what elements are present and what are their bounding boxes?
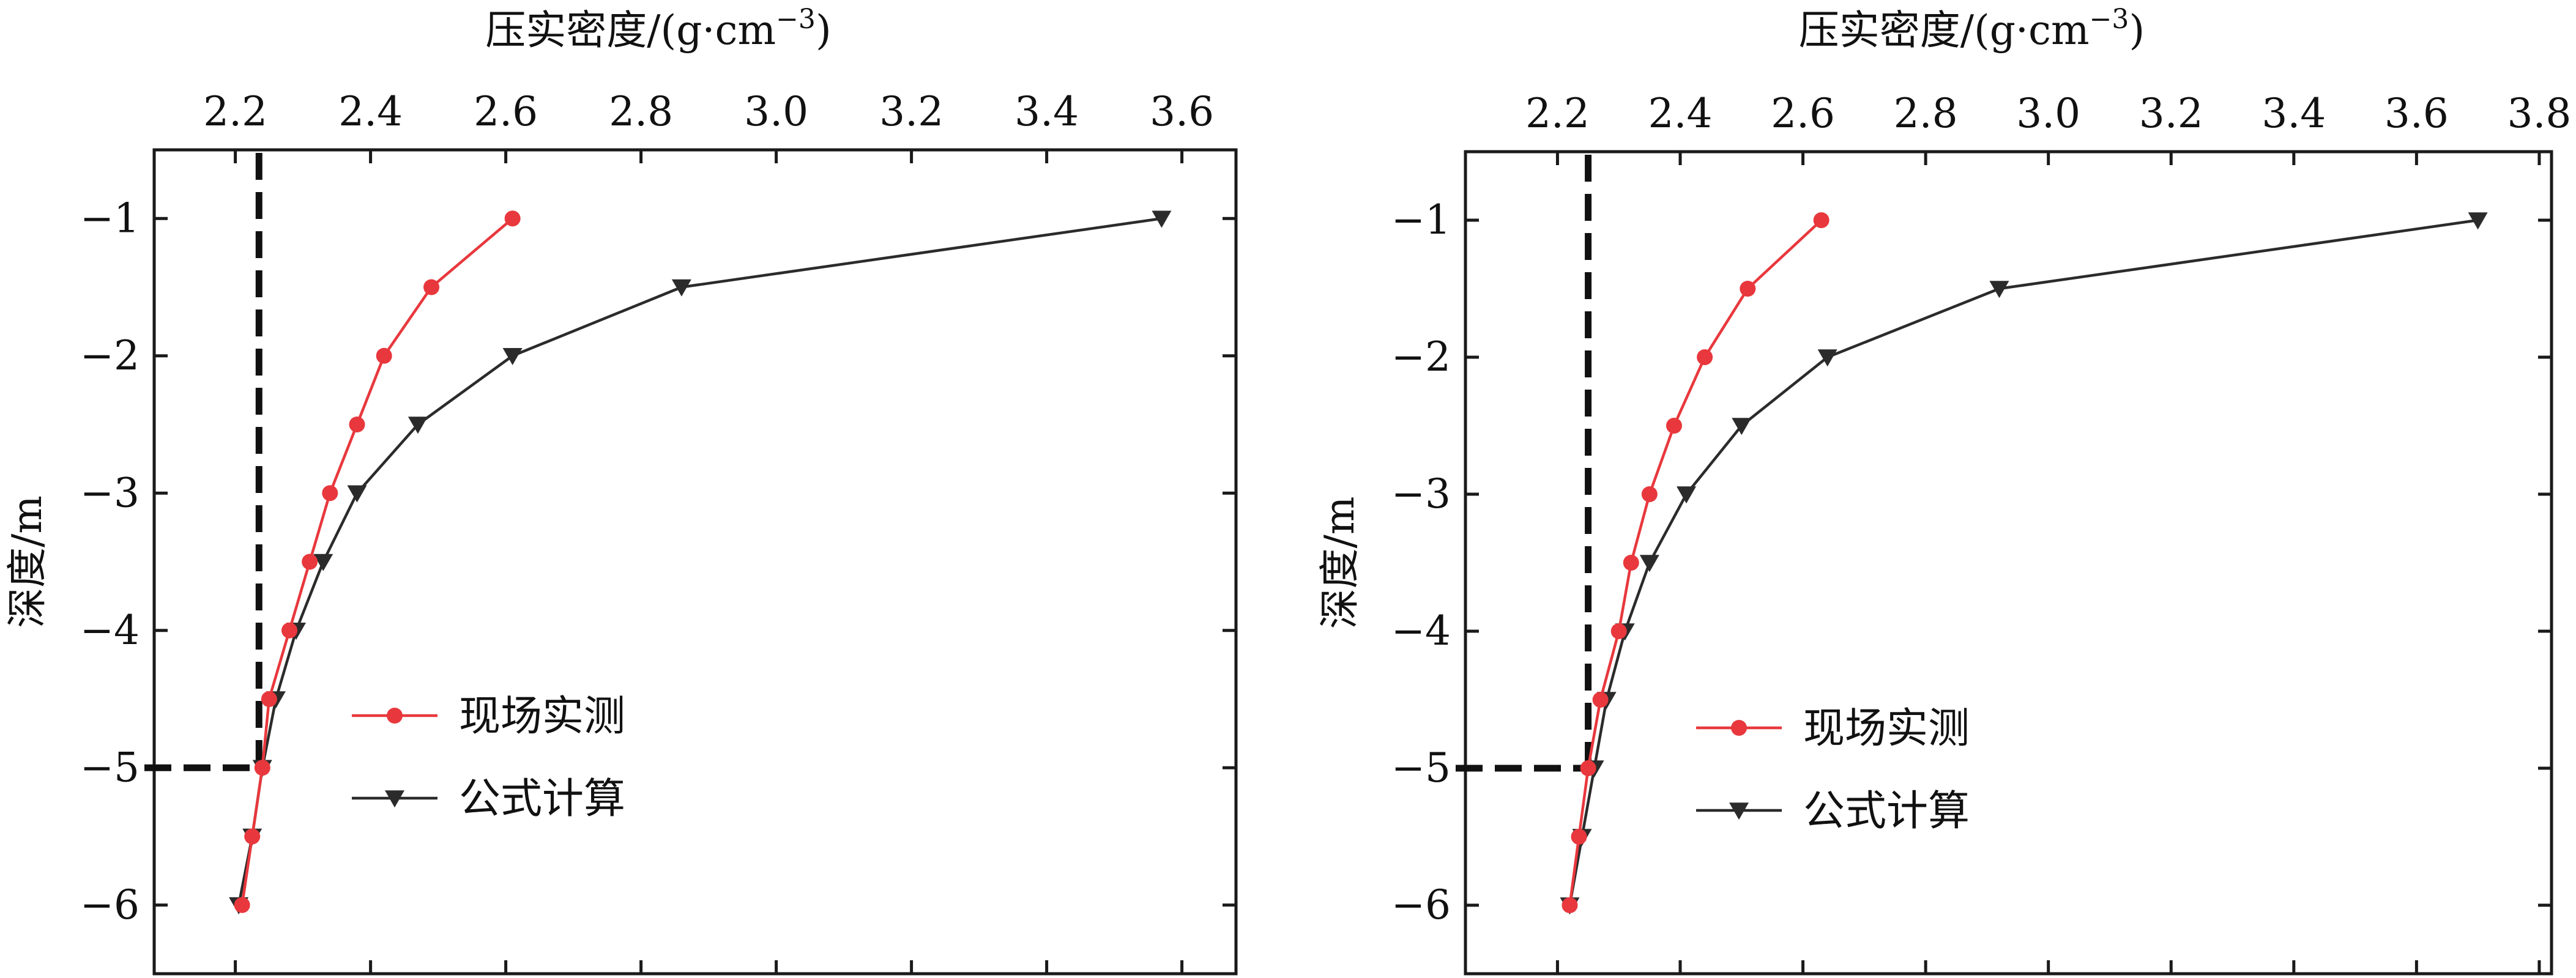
data-point bbox=[1623, 555, 1639, 571]
x-tick-label: 3.4 bbox=[2261, 90, 2326, 137]
x-tick-label: 3.4 bbox=[1014, 88, 1079, 135]
data-point bbox=[302, 554, 318, 570]
data-point bbox=[261, 691, 277, 707]
data-point bbox=[347, 485, 367, 503]
data-point bbox=[1732, 418, 1752, 435]
data-point bbox=[1740, 281, 1756, 297]
x-tick-label: 2.8 bbox=[1894, 90, 1958, 137]
x-tick-label: 2.6 bbox=[1771, 90, 1835, 137]
chart-panel-1: 2.2 2.4 2.6 2.8 3.0 3.2 3.4 3.6 −1 −2 −3 −4 −5 −6 压实密度… bbox=[4, 4, 1238, 976]
data-point bbox=[244, 828, 261, 845]
series-line-1 bbox=[1568, 219, 1823, 906]
y-tick-label: −6 bbox=[80, 881, 140, 928]
data-point bbox=[376, 347, 392, 364]
y-tick-label: −4 bbox=[1391, 607, 1451, 654]
series-line-2 bbox=[237, 217, 1162, 906]
data-point bbox=[408, 417, 428, 434]
x-tick-label: 3.6 bbox=[2384, 90, 2449, 137]
data-point bbox=[423, 279, 440, 295]
legend-marker bbox=[387, 708, 403, 724]
y-tick-label: −6 bbox=[1391, 881, 1451, 928]
data-point bbox=[671, 279, 691, 297]
data-point bbox=[234, 897, 250, 913]
x-tick-label: 3.0 bbox=[744, 88, 808, 135]
y-tick-label: −1 bbox=[1391, 196, 1451, 243]
series-line-2 bbox=[1568, 218, 2478, 906]
data-point bbox=[1592, 692, 1609, 708]
legend-marker bbox=[385, 790, 404, 808]
y-axis-title: 深度/m bbox=[4, 495, 51, 628]
data-point bbox=[1666, 418, 1682, 434]
legend-marker bbox=[1729, 802, 1749, 820]
data-point bbox=[1571, 829, 1587, 845]
data-point bbox=[1639, 555, 1659, 572]
data-point bbox=[281, 622, 297, 639]
x-axis-title: 压实密度/(g·cm−3) bbox=[1799, 4, 2145, 54]
data-point bbox=[349, 417, 365, 432]
plot-frame bbox=[152, 148, 1238, 976]
x-tick-label: 3.0 bbox=[2016, 90, 2080, 137]
data-point bbox=[254, 760, 270, 776]
legend-marker bbox=[1731, 720, 1747, 736]
x-tick-label: 2.6 bbox=[474, 88, 538, 135]
data-point bbox=[1697, 349, 1713, 365]
data-point bbox=[322, 485, 338, 502]
data-point bbox=[1152, 210, 1172, 228]
data-point bbox=[2468, 212, 2488, 230]
y-tick-label: −3 bbox=[80, 469, 140, 516]
x-tick-label: 3.2 bbox=[2139, 90, 2203, 137]
data-point bbox=[502, 347, 523, 365]
data-point bbox=[1677, 486, 1697, 504]
data-point bbox=[504, 210, 521, 227]
data-point bbox=[1989, 281, 2009, 298]
data-point bbox=[313, 554, 333, 571]
x-tick-label: 2.8 bbox=[609, 88, 673, 135]
plot-frame bbox=[1464, 150, 2553, 976]
y-tick-label: −3 bbox=[1391, 470, 1451, 517]
data-point bbox=[1813, 212, 1830, 228]
y-tick-label: −2 bbox=[1391, 333, 1451, 380]
x-tick-label: 3.6 bbox=[1150, 88, 1214, 135]
x-tick-label: 2.2 bbox=[1525, 90, 1590, 137]
legend-label: 公式计算 bbox=[1803, 787, 1970, 835]
x-tick-label: 3.8 bbox=[2507, 90, 2571, 137]
data-point bbox=[1641, 486, 1658, 502]
data-point bbox=[1562, 897, 1578, 913]
legend-label: 现场实测 bbox=[1803, 705, 1970, 753]
chart-panel-2: 2.2 2.4 2.6 2.8 3.0 3.2 3.4 3.6 3.8 −1 −2 −3 −4 −5 −6 压… bbox=[1316, 4, 2571, 976]
data-point bbox=[1580, 760, 1596, 776]
x-axis-title: 压实密度/(g·cm−3) bbox=[485, 4, 831, 54]
x-tick-label: 2.4 bbox=[338, 88, 403, 135]
y-tick-label: −4 bbox=[80, 607, 140, 654]
x-tick-label: 2.2 bbox=[203, 88, 267, 135]
data-point bbox=[1610, 623, 1627, 639]
y-tick-label: −1 bbox=[80, 194, 140, 242]
x-tick-label: 3.2 bbox=[879, 88, 944, 135]
data-point bbox=[1817, 349, 1837, 367]
y-tick-label: −5 bbox=[80, 744, 140, 791]
y-tick-label: −5 bbox=[1391, 744, 1451, 791]
y-tick-label: −2 bbox=[80, 332, 140, 379]
y-axis-title: 深度/m bbox=[1316, 497, 1363, 629]
legend-label: 公式计算 bbox=[459, 775, 625, 823]
x-tick-label: 2.4 bbox=[1648, 90, 1713, 137]
legend-label: 现场实测 bbox=[459, 692, 625, 741]
